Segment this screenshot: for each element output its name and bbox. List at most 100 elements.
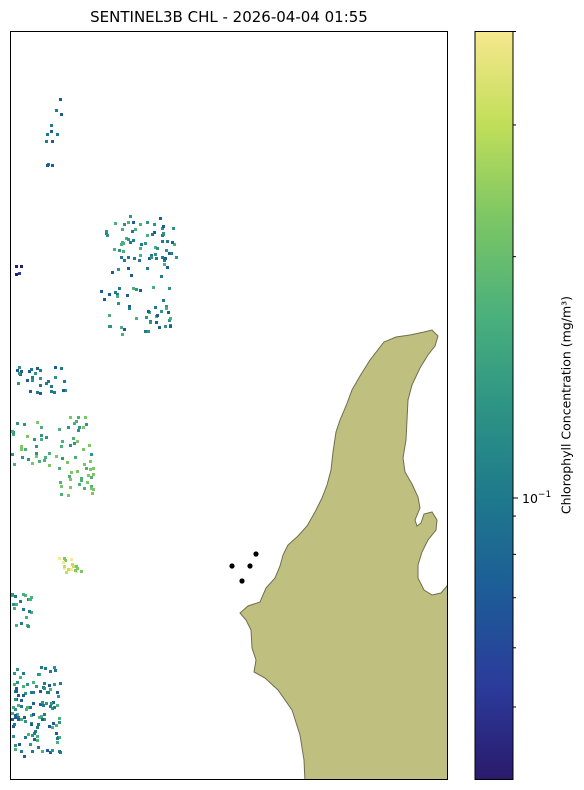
chl-pixel bbox=[35, 452, 38, 455]
chl-pixel bbox=[92, 467, 95, 470]
chl-pixel bbox=[43, 682, 46, 685]
chl-pixel bbox=[27, 458, 30, 461]
chl-pixel bbox=[12, 735, 15, 738]
chl-pixel bbox=[138, 259, 141, 262]
chl-pixel bbox=[34, 730, 37, 733]
chl-pixel bbox=[40, 666, 43, 669]
chl-pixel bbox=[53, 683, 56, 686]
chl-pixel bbox=[35, 685, 38, 688]
chl-pixel bbox=[127, 221, 130, 224]
chl-pixel bbox=[154, 253, 157, 256]
chart-title: SENTINEL3B CHL - 2026-04-04 01:55 bbox=[90, 8, 368, 26]
chl-pixel bbox=[127, 238, 130, 241]
chl-pixel bbox=[106, 234, 109, 237]
chl-pixel bbox=[32, 702, 35, 705]
chl-pixel bbox=[17, 704, 20, 707]
chl-pixel bbox=[14, 744, 17, 747]
chl-pixel bbox=[52, 701, 55, 704]
chl-pixel bbox=[70, 471, 73, 474]
chl-pixel bbox=[69, 478, 72, 481]
station-marker bbox=[253, 551, 259, 557]
chl-pixel bbox=[16, 422, 19, 425]
chl-pixel bbox=[146, 234, 149, 237]
chl-pixel bbox=[120, 326, 123, 329]
chl-pixel bbox=[12, 725, 15, 728]
chl-pixel bbox=[13, 683, 16, 686]
chl-pixel bbox=[27, 625, 30, 628]
chl-pixel bbox=[151, 233, 154, 236]
colorbar-frame bbox=[474, 31, 514, 780]
chl-pixel bbox=[33, 438, 36, 441]
chl-pixel bbox=[29, 706, 32, 709]
chl-pixel bbox=[44, 667, 47, 670]
chl-pixel bbox=[18, 272, 21, 275]
chl-pixel bbox=[155, 321, 158, 324]
chl-pixel bbox=[11, 453, 14, 456]
chl-pixel bbox=[30, 368, 33, 371]
chl-pixel bbox=[40, 715, 43, 718]
chl-pixel bbox=[140, 243, 143, 246]
chl-pixel bbox=[13, 672, 16, 675]
colorbar-ticks bbox=[513, 31, 516, 708]
chl-pixel bbox=[51, 140, 54, 143]
chl-pixel bbox=[80, 570, 83, 573]
chl-pixel bbox=[33, 738, 36, 741]
chl-pixel bbox=[153, 223, 156, 226]
chl-pixel bbox=[35, 455, 38, 458]
chl-pixel bbox=[161, 227, 164, 230]
chl-pixel bbox=[90, 453, 93, 456]
chl-pixel bbox=[77, 416, 80, 419]
chl-pixel bbox=[53, 706, 56, 709]
chl-pixel bbox=[86, 481, 89, 484]
chl-pixel bbox=[103, 298, 106, 301]
chl-pixel bbox=[54, 376, 57, 379]
chl-pixel bbox=[165, 307, 168, 310]
chl-pixel bbox=[108, 314, 111, 317]
chl-pixel bbox=[48, 684, 51, 687]
chl-pixel bbox=[100, 290, 103, 293]
chl-pixel bbox=[152, 286, 155, 289]
chl-pixel bbox=[40, 438, 43, 441]
chl-pixel bbox=[56, 691, 59, 694]
chl-pixel bbox=[17, 716, 20, 719]
chl-pixel bbox=[127, 256, 130, 259]
chl-pixel bbox=[61, 440, 64, 443]
chl-pixel bbox=[55, 732, 58, 735]
chl-pixel bbox=[160, 310, 163, 313]
chl-pixel bbox=[36, 726, 39, 729]
chl-pixel bbox=[166, 240, 169, 243]
chl-pixel bbox=[34, 372, 37, 375]
chl-pixel bbox=[49, 751, 52, 754]
chl-pixel bbox=[22, 694, 25, 697]
chl-pixel bbox=[58, 736, 61, 739]
chl-pixel bbox=[169, 325, 172, 328]
chl-pixel bbox=[60, 445, 63, 448]
chl-pixel bbox=[72, 437, 75, 440]
chl-pixel bbox=[31, 750, 34, 753]
chl-pixel bbox=[37, 673, 40, 676]
chl-pixel bbox=[25, 616, 28, 619]
chl-pixel bbox=[118, 287, 121, 290]
chl-pixel bbox=[159, 217, 162, 220]
chl-pixel bbox=[51, 749, 54, 752]
chl-pixel bbox=[48, 464, 51, 467]
chl-pixel bbox=[31, 379, 34, 382]
chl-pixel bbox=[72, 565, 75, 568]
chl-pixel bbox=[170, 252, 173, 255]
chl-pixel bbox=[61, 457, 64, 460]
chl-pixel bbox=[36, 421, 39, 424]
chl-pixel bbox=[15, 687, 18, 690]
chl-pixel bbox=[76, 470, 79, 473]
chl-pixel bbox=[11, 718, 14, 721]
chl-pixel bbox=[154, 306, 157, 309]
chl-pixel bbox=[23, 423, 26, 426]
chl-pixel bbox=[53, 666, 56, 669]
chl-pixel bbox=[52, 722, 55, 725]
chl-pixel bbox=[64, 389, 67, 392]
chl-pixel bbox=[60, 113, 63, 116]
chl-pixel bbox=[91, 492, 94, 495]
chl-pixel bbox=[123, 223, 126, 226]
chl-pixel bbox=[22, 593, 25, 596]
chl-pixel bbox=[90, 485, 93, 488]
